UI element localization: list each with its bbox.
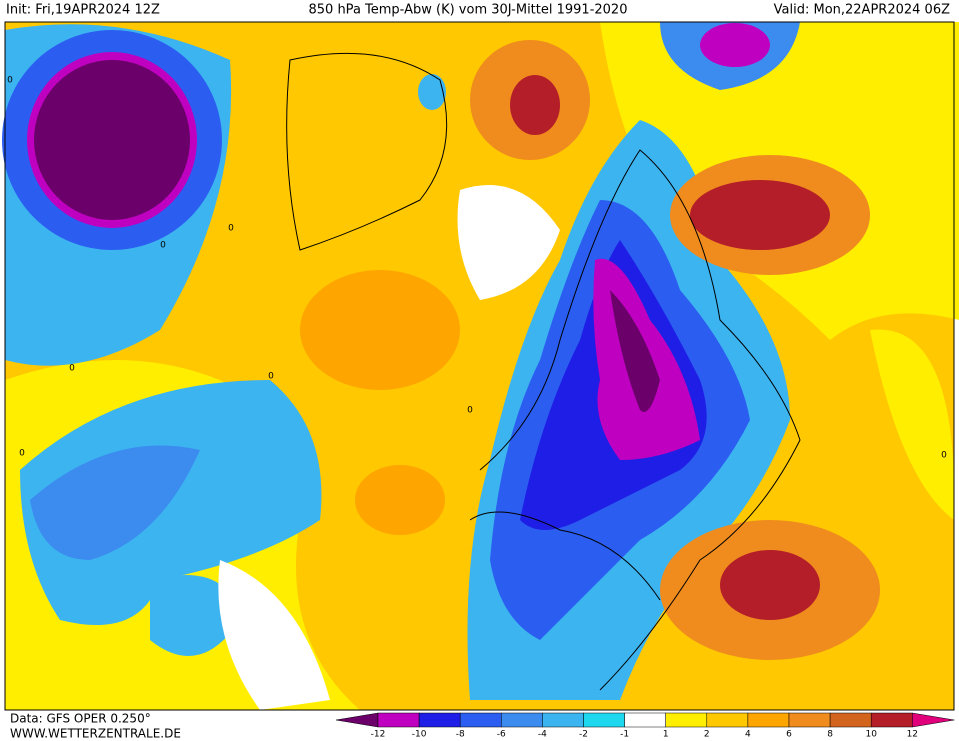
colorbar-arrow xyxy=(912,712,955,728)
field-cyan xyxy=(20,380,322,625)
website: WWW.WETTERZENTRALE.DE xyxy=(10,727,181,741)
colorbar-label: -10 xyxy=(412,730,427,740)
colorbar-label: -4 xyxy=(538,730,547,740)
data-source: Data: GFS OPER 0.250° xyxy=(10,712,151,726)
coastline xyxy=(479,149,801,691)
field-magenta xyxy=(700,23,770,67)
map xyxy=(2,21,959,711)
colorbar-label: -2 xyxy=(579,730,588,740)
colorbar-segment xyxy=(542,712,584,728)
contour-label: 0 xyxy=(7,76,13,86)
contour-label: 0 xyxy=(160,241,166,251)
colorbar-segment xyxy=(665,712,708,728)
colorbar-segment xyxy=(583,712,625,728)
colorbar-segment xyxy=(706,712,749,728)
field-yellow xyxy=(870,329,955,520)
colorbar-segment xyxy=(870,712,913,728)
colorbar-label: -1 xyxy=(620,730,629,740)
colorbar-label: 2 xyxy=(704,730,710,740)
field-white xyxy=(218,560,330,710)
contour-label: 0 xyxy=(19,449,25,459)
init-time: Init: Fri,19APR2024 12Z xyxy=(6,3,160,18)
contour-label: 0 xyxy=(228,224,234,234)
contour-label: 0 xyxy=(69,364,75,374)
colorbar-label: 10 xyxy=(865,730,877,740)
field-red xyxy=(690,180,830,250)
map-frame xyxy=(4,21,955,711)
colorbar-label: 12 xyxy=(907,730,918,740)
colorbar-segment xyxy=(418,712,461,728)
colorbar-label: 6 xyxy=(786,730,792,740)
field-cyan xyxy=(418,74,446,110)
field-blue xyxy=(30,445,200,560)
colorbar-label: 4 xyxy=(745,730,751,740)
colorbar-label: 1 xyxy=(663,730,669,740)
field-orange xyxy=(355,465,445,535)
colorbar: -12 -10 -8 -6 -4 -2 -1 1 2 4 6 8 10 12 xyxy=(335,712,955,740)
colorbar-segment xyxy=(377,712,420,728)
field-red xyxy=(720,550,820,620)
coastline xyxy=(286,52,448,251)
field-cyan xyxy=(150,575,240,656)
field-red xyxy=(510,75,560,135)
colorbar-label: 8 xyxy=(827,730,833,740)
map-title: 850 hPa Temp-Abw (K) vom 30J-Mittel 1991… xyxy=(309,3,628,18)
colorbar-label: -12 xyxy=(371,730,386,740)
colorbar-label: -8 xyxy=(456,730,465,740)
coastline xyxy=(469,511,661,601)
colorbar-segment xyxy=(624,712,666,728)
colorbar-segment xyxy=(829,712,872,728)
colorbar-segment xyxy=(747,712,790,728)
colorbar-segment xyxy=(501,712,543,728)
contour-label: 0 xyxy=(467,406,473,416)
colorbar-segment xyxy=(459,712,502,728)
valid-time: Valid: Mon,22APR2024 06Z xyxy=(774,3,950,18)
colorbar-label: -6 xyxy=(497,730,506,740)
field-purple xyxy=(34,60,190,220)
contour-label: 0 xyxy=(268,372,274,382)
field-orange xyxy=(300,270,460,390)
field-white xyxy=(457,185,560,300)
contour-label: 0 xyxy=(941,451,947,461)
field-purple xyxy=(610,290,660,412)
colorbar-segment xyxy=(788,712,831,728)
